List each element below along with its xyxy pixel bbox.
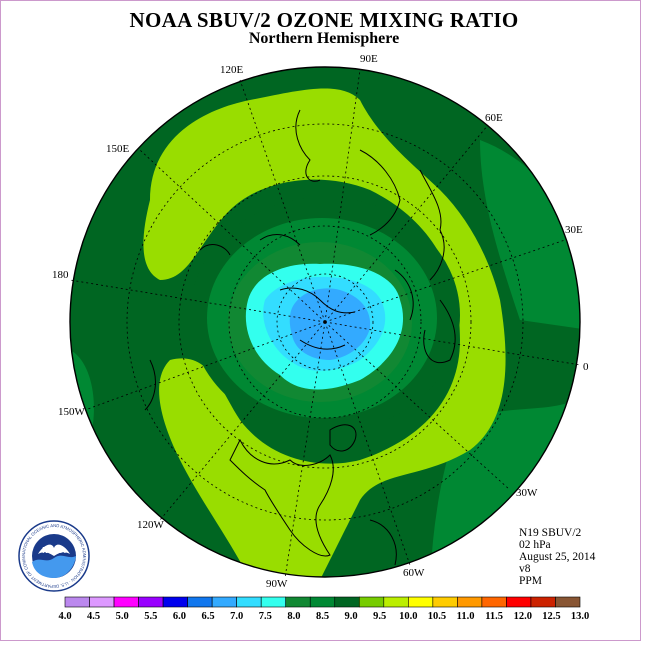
map-subtitle: Northern Hemisphere	[248, 30, 400, 47]
colorbar-label-3: 5.5	[144, 611, 157, 622]
contour-8-5-east	[480, 140, 580, 330]
logo-text: NOAA	[42, 546, 66, 555]
colorbar-label-6: 7.0	[230, 611, 243, 622]
colorbar-label-17: 12.5	[542, 611, 560, 622]
colorbar-box-12	[358, 596, 385, 608]
colorbar-box-5	[187, 596, 213, 608]
map-border	[69, 66, 581, 578]
lon-label-30e: 30E	[565, 224, 583, 236]
colorbar-box-2	[113, 596, 139, 608]
colorbar-box-9	[285, 596, 311, 608]
lon-label-0: 0	[583, 361, 589, 373]
colorbar-box-1	[89, 596, 115, 608]
colorbar-labels: 4.0 4.5 5.0 5.5 6.0 6.5 7.0 7.5 8.0 8.5 9.0 9.5 10.0…	[58, 611, 589, 622]
info-level: 02 hPa	[519, 539, 551, 551]
colorbar-label-10: 9.0	[345, 611, 358, 622]
colorbar-box-14	[408, 596, 434, 608]
longitude-labels: 90E 60E 30E 0 30W 60W 90W 120W 150W 180 …	[52, 53, 589, 590]
colorbar-boxes	[64, 596, 581, 608]
lon-label-90e: 90E	[360, 53, 378, 65]
lon-label-60w: 60W	[403, 567, 425, 579]
info-version: v8	[519, 563, 531, 575]
lon-label-30w: 30W	[516, 487, 538, 499]
colorbar-label-15: 11.5	[485, 611, 503, 622]
contour-6-5	[289, 288, 371, 360]
colorbar-box-10	[309, 596, 336, 608]
colorbar-box-18	[506, 596, 532, 608]
graticule	[69, 69, 581, 579]
colorbar-box-3	[138, 596, 164, 608]
lon-label-150e: 150E	[106, 143, 130, 155]
colorbar-box-19	[530, 596, 556, 608]
colorbar-label-8: 8.0	[287, 611, 300, 622]
colorbar-box-20	[555, 596, 581, 608]
colorbar-label-18: 13.0	[571, 611, 589, 622]
colorbar-box-13	[383, 596, 409, 608]
noaa-logo: NATIONAL OCEANIC AND ATMOSPHERIC ADMINIS…	[18, 520, 90, 592]
colorbar-box-17	[481, 596, 507, 608]
lon-label-90w: 90W	[266, 578, 288, 590]
colorbar-box-15	[432, 596, 458, 608]
lon-label-120w: 120W	[137, 519, 165, 531]
colorbar-box-11	[334, 596, 360, 608]
colorbar-box-6	[211, 596, 237, 608]
map-title: NOAA SBUV/2 OZONE MIXING RATIO	[129, 8, 519, 32]
coastlines	[144, 109, 456, 566]
colorbar-label-9: 8.5	[316, 611, 329, 622]
info-date: August 25, 2014	[519, 551, 596, 563]
lon-label-150w: 150W	[58, 406, 86, 418]
colorbar-label-1: 4.5	[87, 611, 100, 622]
colorbar-label-5: 6.5	[201, 611, 214, 622]
lon-label-60e: 60E	[485, 112, 503, 124]
lon-label-180: 180	[52, 269, 69, 281]
colorbar-label-0: 4.0	[58, 611, 71, 622]
colorbar-label-16: 12.0	[514, 611, 532, 622]
contour-9-5	[143, 88, 506, 577]
colorbar-box-4	[162, 596, 188, 608]
info-satellite: N19 SBUV/2	[519, 527, 582, 539]
colorbar-label-13: 10.5	[428, 611, 446, 622]
lon-label-120e: 120E	[220, 64, 244, 76]
colorbar-label-12: 10.0	[399, 611, 417, 622]
colorbar-label-4: 6.0	[173, 611, 186, 622]
colorbar-label-7: 7.5	[259, 611, 272, 622]
colorbar-box-7	[236, 596, 262, 608]
colorbar-label-14: 11.0	[457, 611, 475, 622]
colorbar-label-11: 9.5	[373, 611, 386, 622]
plot-frame	[0, 0, 641, 641]
info-units: PPM	[519, 575, 543, 587]
colorbar-box-0	[64, 596, 90, 608]
colorbar-box-8	[260, 596, 287, 608]
colorbar-box-16	[457, 596, 483, 608]
colorbar-label-2: 5.0	[116, 611, 129, 622]
